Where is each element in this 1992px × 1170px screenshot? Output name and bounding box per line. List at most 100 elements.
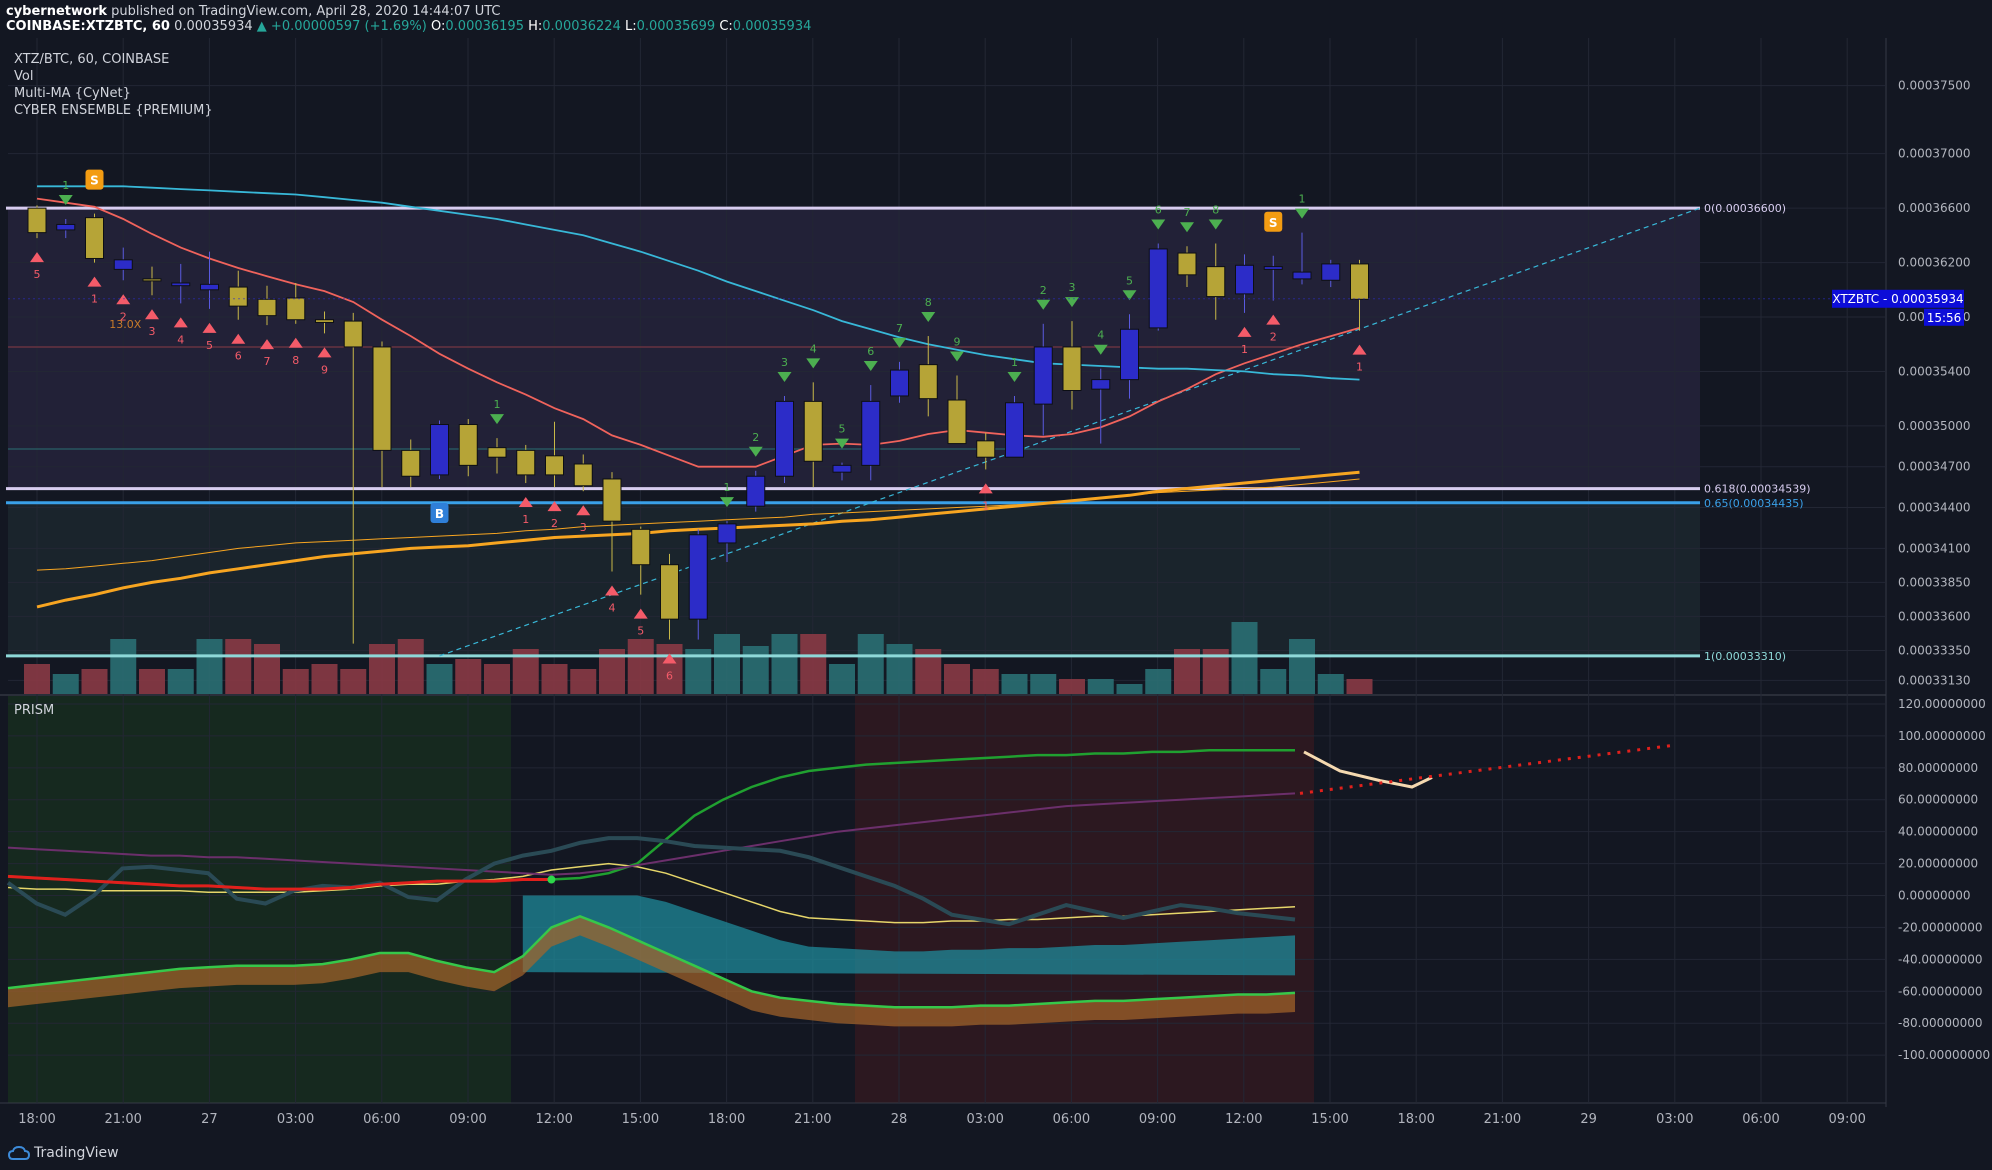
candle-body <box>1350 263 1369 300</box>
fib-level-label: 0(0.00036600) <box>1704 202 1786 215</box>
prism-orange-band <box>8 916 1295 1027</box>
volume-bar <box>455 659 482 694</box>
sell-signal-count: 2 <box>551 517 558 530</box>
annotation-label: 13.0X <box>109 318 141 331</box>
volume-bar <box>800 634 827 694</box>
time-tick-label: 15:00 <box>622 1112 659 1127</box>
time-tick-label: 06:00 <box>1742 1112 1779 1127</box>
buy-signal-marker <box>863 361 878 372</box>
moving-average-line <box>36 478 1360 571</box>
buy-signal-marker <box>1007 371 1022 382</box>
sell-signal-marker <box>173 317 188 328</box>
countdown-badge <box>1924 308 1964 326</box>
candle-body <box>688 534 708 620</box>
candle-body <box>1148 248 1168 329</box>
volume-bar <box>340 669 367 694</box>
sell-signal-count: 1 <box>982 499 989 512</box>
candle-body <box>516 449 536 476</box>
sell-badge-letter: S <box>1269 216 1278 230</box>
volume-bar <box>52 674 79 694</box>
price-tick-label: 0.00034400 <box>1898 501 1971 515</box>
candle-body <box>573 463 593 487</box>
sell-signal-count: 5 <box>34 268 41 281</box>
candle-body <box>1263 266 1283 270</box>
chart-canvas[interactable]: 0(0.00036600) 0.618(0.00034539)0.65(0.000… <box>0 38 1992 1137</box>
candle-body <box>1321 263 1341 281</box>
time-tick-label: 03:00 <box>1656 1112 1693 1127</box>
up-arrow-icon: ▲ <box>256 19 267 34</box>
volume-bar <box>886 644 913 694</box>
buy-signal-marker <box>720 497 734 508</box>
sell-signal-count: 6 <box>235 350 242 363</box>
volume-bar <box>1346 679 1373 694</box>
buy-signal-marker <box>1122 290 1137 301</box>
volume-bar <box>1231 622 1258 694</box>
sell-signal-marker <box>231 333 246 344</box>
author-name[interactable]: cybernetwork <box>6 4 107 19</box>
price-tick-label: 0.00036600 <box>1898 201 1971 215</box>
sell-signal-count: 9 <box>321 363 328 376</box>
volume-bar <box>857 634 884 694</box>
high-label: H: <box>528 19 543 34</box>
buy-signal-count: 1 <box>724 481 731 494</box>
buy-signal-marker <box>1065 297 1079 308</box>
open-value: 0.00036195 <box>445 19 524 34</box>
sell-signal-marker <box>145 309 159 320</box>
volume-bar <box>167 669 194 694</box>
prism-projection-line <box>1299 743 1673 795</box>
candle-body <box>27 207 47 234</box>
sell-signal-count: 5 <box>206 339 213 352</box>
time-tick-label: 03:00 <box>277 1112 314 1127</box>
time-tick-label: 28 <box>891 1112 908 1127</box>
prism-tick-label: -60.00000000 <box>1898 984 1983 998</box>
fib-level-label: 1(0.00033310) <box>1704 650 1786 663</box>
time-tick-label: 29 <box>1580 1112 1597 1127</box>
volume-bar <box>311 664 338 694</box>
prism-series-line <box>7 914 1296 1009</box>
sell-signal-count: 5 <box>637 625 644 638</box>
candle-body <box>1033 346 1053 405</box>
volume-bar <box>110 639 137 694</box>
candle-body <box>228 286 248 307</box>
buy-signal-marker <box>806 358 821 369</box>
buy-badge-letter: B <box>435 507 444 521</box>
time-tick-label: 21:00 <box>104 1112 141 1127</box>
legend-multi-ma: Multi-MA {CyNet} <box>14 86 131 101</box>
volume-bar <box>972 669 999 694</box>
buy-signal-marker <box>1295 208 1309 219</box>
candle-body <box>257 298 277 317</box>
time-tick-label: 09:00 <box>449 1112 486 1127</box>
tradingview-brand[interactable]: TradingView <box>34 1145 119 1161</box>
sell-signal-count: 1 <box>522 513 529 526</box>
sell-signal-marker <box>30 252 44 263</box>
sell-signal-count: 3 <box>149 325 156 338</box>
volume-bar <box>369 644 395 694</box>
buy-signal-count: 3 <box>1069 281 1076 294</box>
candle-body <box>660 564 679 620</box>
candle-body <box>458 424 478 466</box>
buy-signal-count: 9 <box>954 336 961 349</box>
sell-signal-count: 1 <box>1241 343 1248 356</box>
sell-signal-count: 7 <box>264 355 271 368</box>
fib-zone-upper <box>8 208 1700 489</box>
time-tick-label: 21:00 <box>794 1112 831 1127</box>
time-tick-label: 09:00 <box>1828 1112 1865 1127</box>
prism-teal-cloud <box>522 895 1295 976</box>
sell-signal-marker <box>518 497 533 508</box>
volume-bar <box>1030 674 1057 694</box>
trendline <box>439 207 1701 657</box>
candle-body <box>113 259 133 270</box>
time-tick-label: 12:00 <box>535 1112 572 1127</box>
volume-bar <box>24 664 50 694</box>
candle-body <box>315 319 334 323</box>
buy-signal-count: 7 <box>896 322 903 335</box>
price-tick-label: 0.00035400 <box>1898 364 1971 378</box>
candle-body <box>631 528 651 566</box>
prism-red-segment <box>7 874 552 891</box>
price-tick-label: 0.00037500 <box>1898 79 1971 93</box>
volume-bar <box>771 634 798 694</box>
buy-signal-count: 1 <box>1299 193 1306 206</box>
sell-signal-marker <box>202 322 217 333</box>
prism-tick-label: 20.00000000 <box>1898 857 1978 871</box>
buy-signal-count: 6 <box>867 345 874 358</box>
